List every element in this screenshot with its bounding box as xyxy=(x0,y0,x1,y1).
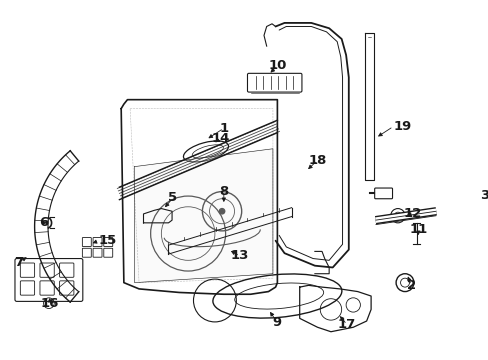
Text: 2: 2 xyxy=(406,279,415,292)
Text: 19: 19 xyxy=(393,120,411,133)
Text: 8: 8 xyxy=(219,185,228,198)
Text: 10: 10 xyxy=(267,59,286,72)
Text: 1: 1 xyxy=(219,122,228,135)
Text: 17: 17 xyxy=(337,318,355,331)
Text: 6: 6 xyxy=(39,216,48,229)
Text: 13: 13 xyxy=(230,249,248,262)
Text: 15: 15 xyxy=(99,234,117,247)
Text: 14: 14 xyxy=(211,131,229,145)
Text: 5: 5 xyxy=(168,192,177,204)
Text: 16: 16 xyxy=(41,297,59,310)
Text: 12: 12 xyxy=(403,207,421,220)
Polygon shape xyxy=(134,149,272,283)
Text: 18: 18 xyxy=(308,154,326,167)
Text: 11: 11 xyxy=(408,222,427,235)
Text: 9: 9 xyxy=(272,316,282,329)
Text: 7: 7 xyxy=(14,256,23,269)
Text: 3: 3 xyxy=(479,189,488,202)
Circle shape xyxy=(219,208,224,214)
Text: 4: 4 xyxy=(486,211,488,224)
